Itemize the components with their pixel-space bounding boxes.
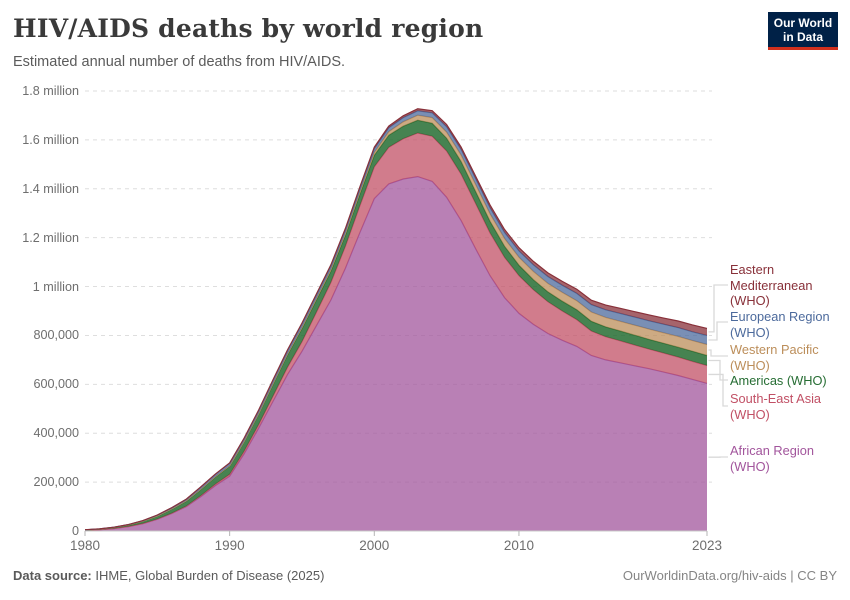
- x-axis-label: 1990: [214, 538, 245, 553]
- y-axis-label: 1.6 million: [22, 132, 79, 147]
- y-axis-label: 200,000: [33, 475, 79, 490]
- owid-logo[interactable]: Our World in Data: [768, 12, 838, 50]
- data-source-note: Data source: IHME, Global Burden of Dise…: [13, 568, 324, 583]
- legend-item-western_pacific[interactable]: Western Pacific (WHO): [730, 342, 819, 373]
- legend-item-african[interactable]: African Region (WHO): [730, 443, 814, 474]
- legend-connector-european: [708, 321, 728, 341]
- area-band-south_east_asia[interactable]: [85, 133, 707, 531]
- y-axis-label: 1.2 million: [22, 230, 79, 245]
- area-band-african[interactable]: [85, 176, 707, 531]
- owid-logo-line2: in Data: [782, 29, 823, 44]
- x-axis-label: 2010: [503, 538, 534, 553]
- x-axis-label: 1980: [69, 538, 101, 553]
- legend-item-european[interactable]: European Region (WHO): [730, 309, 830, 340]
- data-source-label: Data source:: [13, 568, 92, 583]
- y-axis-label: 0: [71, 524, 79, 538]
- page-title: HIV/AIDS deaths by world region: [13, 14, 484, 43]
- y-axis-label: 400,000: [33, 426, 79, 441]
- area-edge-eastern_mediterranean: [84, 108, 708, 531]
- x-axis-label: 2000: [359, 538, 390, 553]
- legend-connector-americas: [708, 359, 728, 381]
- y-axis-label: 800,000: [33, 328, 79, 343]
- y-axis-label: 1 million: [32, 279, 79, 294]
- legend-item-south_east_asia[interactable]: South-East Asia (WHO): [730, 391, 822, 422]
- owid-license-link[interactable]: OurWorldinData.org/hiv-aids | CC BY: [622, 568, 837, 583]
- owid-logo-line1: Our World: [773, 15, 833, 30]
- legend-item-americas[interactable]: Americas (WHO): [730, 373, 827, 388]
- x-axis-label: 2023: [691, 538, 723, 553]
- data-source-value: IHME, Global Burden of Disease (2025): [91, 568, 325, 583]
- chart-subtitle: Estimated annual number of deaths from H…: [13, 54, 346, 70]
- y-axis-label: 600,000: [33, 377, 79, 392]
- chart-footer: Data source: IHME, Global Burden of Dise…: [13, 568, 837, 583]
- legend-connector-south_east_asia: [708, 373, 728, 407]
- legend-connector-eastern_mediterranean: [708, 284, 728, 333]
- y-axis-label: 1.4 million: [22, 181, 79, 196]
- legend-item-eastern_mediterranean[interactable]: Eastern Mediterranean (WHO): [730, 262, 813, 308]
- legend-connector-western_pacific: [708, 349, 728, 357]
- y-axis-label: 1.8 million: [22, 84, 79, 98]
